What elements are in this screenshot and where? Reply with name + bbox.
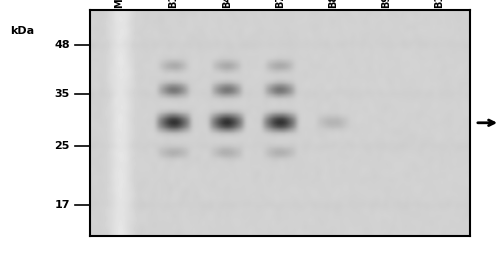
Text: B1: B1 [168, 0, 178, 8]
Text: B9: B9 [382, 0, 392, 8]
Text: kDa: kDa [10, 26, 34, 36]
Text: 17: 17 [54, 200, 70, 210]
Text: B7: B7 [275, 0, 285, 8]
Text: B11: B11 [434, 0, 444, 8]
Text: B8: B8 [328, 0, 338, 8]
Text: MW marker: MW marker [116, 0, 126, 8]
Text: B4: B4 [222, 0, 232, 8]
Text: 35: 35 [54, 89, 70, 99]
Text: 25: 25 [54, 141, 70, 151]
Text: 48: 48 [54, 40, 70, 50]
